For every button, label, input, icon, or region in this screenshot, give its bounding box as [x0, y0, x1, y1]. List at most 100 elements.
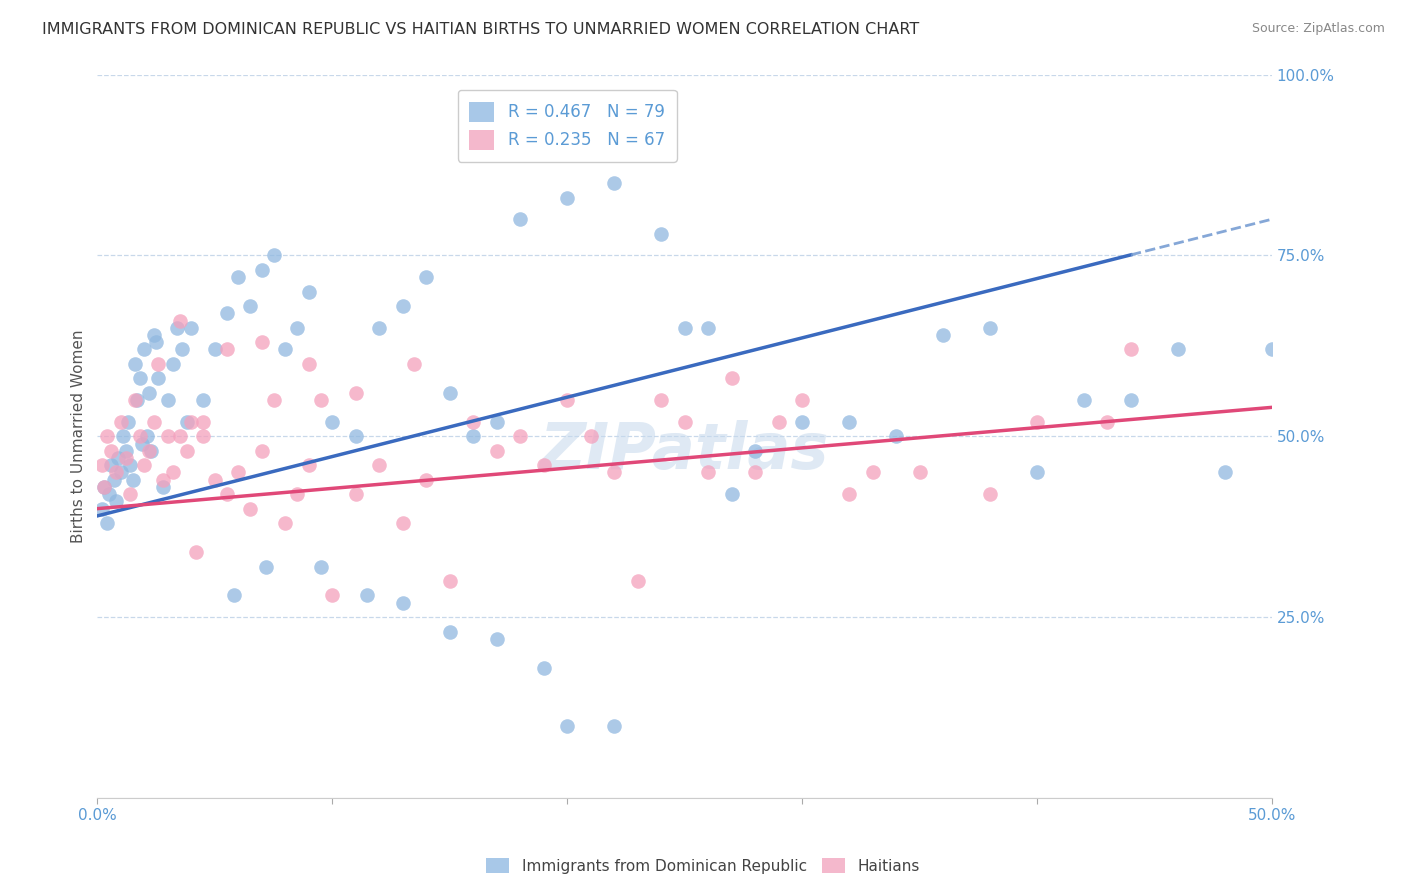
Point	[191, 415, 214, 429]
Point	[274, 516, 297, 530]
Point	[176, 415, 198, 429]
Point	[1073, 393, 1095, 408]
Point	[162, 357, 184, 371]
Point	[170, 343, 193, 357]
Point	[884, 429, 907, 443]
Point	[156, 393, 179, 408]
Point	[105, 466, 128, 480]
Point	[415, 473, 437, 487]
Point	[720, 487, 742, 501]
Legend: Immigrants from Dominican Republic, Haitians: Immigrants from Dominican Republic, Hait…	[481, 852, 925, 880]
Point	[105, 494, 128, 508]
Point	[603, 466, 626, 480]
Point	[415, 270, 437, 285]
Point	[263, 248, 285, 262]
Point	[1261, 343, 1284, 357]
Point	[463, 429, 485, 443]
Point	[93, 480, 115, 494]
Point	[239, 501, 262, 516]
Point	[720, 371, 742, 385]
Point	[134, 343, 156, 357]
Point	[124, 393, 146, 408]
Point	[91, 501, 114, 516]
Point	[368, 458, 391, 473]
Point	[650, 227, 672, 241]
Point	[533, 661, 555, 675]
Point	[533, 458, 555, 473]
Point	[110, 466, 132, 480]
Point	[509, 212, 531, 227]
Point	[127, 393, 149, 408]
Point	[790, 415, 813, 429]
Point	[184, 545, 207, 559]
Point	[180, 415, 202, 429]
Point	[169, 313, 191, 327]
Point	[650, 393, 672, 408]
Point	[100, 443, 122, 458]
Point	[112, 429, 135, 443]
Point	[191, 429, 214, 443]
Point	[790, 393, 813, 408]
Point	[114, 450, 136, 465]
Point	[121, 473, 143, 487]
Point	[768, 415, 790, 429]
Point	[215, 306, 238, 320]
Point	[134, 458, 156, 473]
Point	[124, 357, 146, 371]
Point	[142, 328, 165, 343]
Point	[391, 299, 413, 313]
Point	[204, 343, 226, 357]
Point	[263, 393, 285, 408]
Point	[485, 443, 508, 458]
Text: IMMIGRANTS FROM DOMINICAN REPUBLIC VS HAITIAN BIRTHS TO UNMARRIED WOMEN CORRELAT: IMMIGRANTS FROM DOMINICAN REPUBLIC VS HA…	[42, 22, 920, 37]
Point	[191, 393, 214, 408]
Point	[555, 393, 578, 408]
Point	[298, 357, 321, 371]
Y-axis label: Births to Unmarried Women: Births to Unmarried Women	[72, 329, 86, 543]
Point	[148, 371, 170, 385]
Point	[142, 415, 165, 429]
Point	[838, 415, 860, 429]
Point	[285, 487, 308, 501]
Point	[368, 320, 391, 334]
Point	[256, 559, 278, 574]
Point	[204, 473, 226, 487]
Point	[744, 466, 766, 480]
Point	[166, 320, 188, 334]
Point	[908, 466, 931, 480]
Point	[107, 450, 129, 465]
Point	[250, 263, 273, 277]
Point	[169, 429, 191, 443]
Point	[1119, 343, 1142, 357]
Point	[222, 589, 245, 603]
Point	[463, 415, 485, 429]
Point	[439, 385, 461, 400]
Point	[96, 429, 118, 443]
Point	[138, 385, 160, 400]
Point	[1026, 466, 1049, 480]
Point	[391, 516, 413, 530]
Point	[120, 487, 142, 501]
Point	[135, 429, 157, 443]
Point	[1167, 343, 1189, 357]
Point	[285, 320, 308, 334]
Point	[239, 299, 262, 313]
Point	[114, 443, 136, 458]
Point	[309, 393, 332, 408]
Point	[1213, 466, 1236, 480]
Point	[744, 443, 766, 458]
Point	[156, 429, 179, 443]
Point	[274, 343, 297, 357]
Point	[697, 466, 720, 480]
Point	[91, 458, 114, 473]
Point	[131, 436, 153, 450]
Point	[404, 357, 426, 371]
Point	[321, 415, 343, 429]
Point	[1119, 393, 1142, 408]
Point	[439, 624, 461, 639]
Point	[226, 466, 249, 480]
Point	[298, 285, 321, 299]
Point	[250, 335, 273, 350]
Point	[250, 443, 273, 458]
Point	[627, 574, 650, 588]
